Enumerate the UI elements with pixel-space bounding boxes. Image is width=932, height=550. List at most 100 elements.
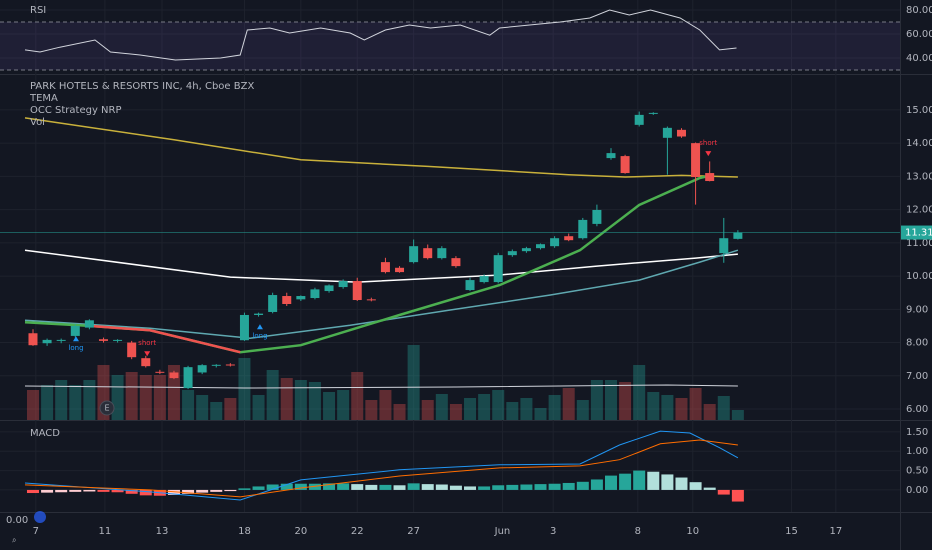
volume-bar [224,398,237,420]
candle-body [113,339,123,341]
volume-bar [41,385,54,420]
y-tick-label: 60.00 [906,29,932,40]
candle-body [324,285,334,292]
histogram-bar [210,489,223,492]
candle-body [395,267,405,273]
histogram-bar [421,484,434,490]
volume-bar [365,400,378,420]
last-price-box [901,225,932,240]
rsi-band [0,21,900,70]
histogram-bar [83,489,96,492]
y-tick-label: 9.00 [906,304,928,315]
volume-bar [619,382,632,420]
histogram-bar [26,489,39,494]
macd-line [24,439,738,498]
x-tick-label: 27 [407,526,420,537]
y-tick-label: 12.00 [906,205,932,216]
histogram-bar [689,482,702,490]
volume-bar [647,392,660,420]
volume-bar [69,385,82,420]
histogram-bar [449,485,462,490]
volume-bar [153,375,166,420]
signal-label: long [252,332,267,340]
volume-bar [210,402,223,420]
candle-body [155,371,165,373]
icon: ⌕ [12,536,16,545]
candle-body [56,339,66,341]
indicator-line [24,117,738,178]
candle-body [254,313,264,315]
histogram-bar [196,489,209,493]
signal-label: long [68,344,83,352]
y-tick-label: 13.00 [906,171,932,182]
x-tick-label: 7 [33,526,39,537]
volume-bar [449,404,462,420]
x-tick-label: 13 [156,526,169,537]
volume-bar [478,394,491,420]
indicator-line [24,249,739,339]
histogram-bar [548,483,561,490]
volume-bar [506,402,519,420]
signal-label: short [138,339,156,347]
candle-body [268,295,278,312]
histogram-bar [351,484,364,490]
candle-body [634,114,644,125]
histogram-bar [534,484,547,490]
y-tick-label: 0.50 [906,466,928,477]
histogram-bar [661,474,674,490]
histogram-bar [111,489,124,493]
candle-body [169,372,179,379]
candle-body [691,143,701,178]
histogram-bar [717,489,730,495]
candle-body [550,238,560,247]
candle-body [606,153,616,159]
candle-body [733,232,743,239]
volume-bar [464,398,477,420]
volume-bar [661,395,674,420]
histogram-bar [182,489,195,494]
histogram-bar [139,489,152,496]
indicator-line [89,324,241,354]
volume-bar [111,375,124,420]
x-tick-label: Jun [494,526,511,537]
earnings-label: E [104,404,109,413]
candle-body [578,219,588,239]
candle-body [451,258,461,267]
volume-bar [590,380,603,420]
histogram-bar [294,483,307,490]
histogram-bar [435,484,448,490]
volume-bar [351,372,364,420]
histogram-bar [323,483,336,490]
histogram-bar [55,489,68,493]
histogram-bar [97,489,110,492]
candle-body [98,339,108,341]
candle-body [296,296,306,300]
histogram-bar [506,484,519,490]
candle-body [84,320,94,328]
volume-bar [576,400,589,420]
last-price-label: 11.31 [905,228,932,239]
candle-body [42,339,52,344]
histogram-bar [562,482,575,490]
histogram-bar [703,487,716,490]
histogram-bar [125,489,138,494]
volume-bar [337,390,350,420]
rsi-line [24,9,737,61]
candle-body [719,238,729,254]
x-tick-label: 18 [238,526,251,537]
volume-bar [421,400,434,420]
volume-bar [548,395,561,420]
y-tick-label: 7.00 [906,371,928,382]
signal-arrow [705,151,712,157]
y-tick-label: 11.00 [906,238,932,249]
candle-body [225,364,235,366]
candle-body [437,248,447,259]
volume-bar [435,394,448,420]
volume-bar [562,388,575,420]
candle-body [239,314,249,341]
candle-body [521,248,531,252]
x-tick-label: 11 [99,526,112,537]
histogram-bar [224,489,237,492]
